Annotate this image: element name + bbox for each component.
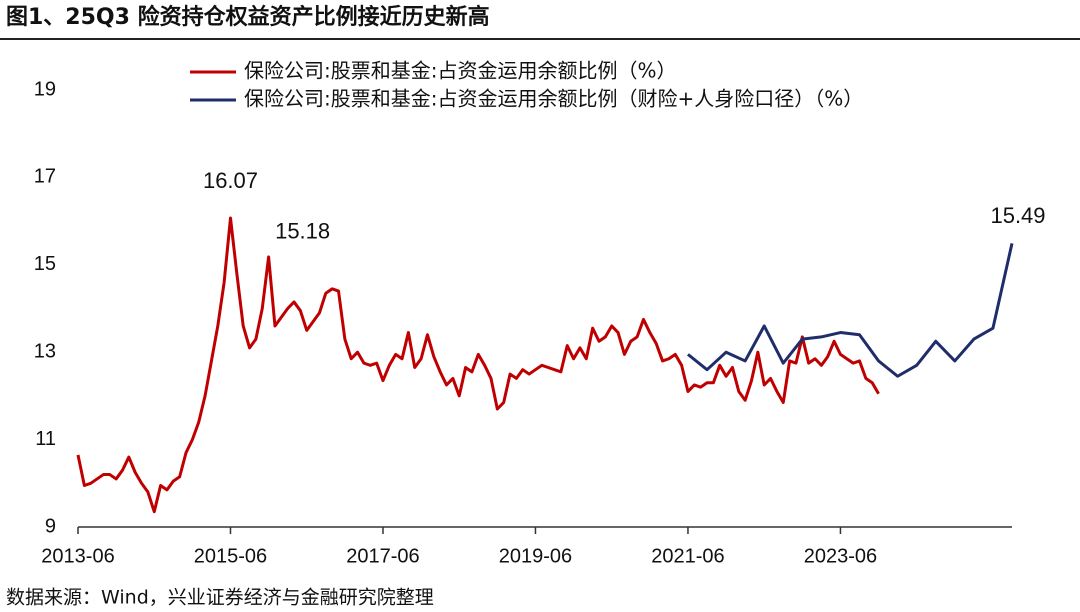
data-label: 15.49	[990, 203, 1045, 228]
chart-title: 图1、25Q3 险资持仓权益资产比例接近历史新高	[6, 4, 490, 30]
legend-label: 保险公司:股票和基金:占资金运用余额比例（%）	[244, 59, 676, 83]
y-tick-label: 19	[34, 78, 56, 100]
x-tick-label: 2019-06	[499, 545, 572, 567]
y-tick-label: 9	[45, 515, 56, 537]
series-line	[76, 216, 880, 514]
legend-label: 保险公司:股票和基金:占资金运用余额比例（财险+人身险口径）（%）	[244, 87, 863, 111]
x-tick-label: 2021-06	[651, 545, 724, 567]
x-tick-label: 2013-06	[41, 545, 114, 567]
data-label: 15.18	[275, 219, 330, 244]
y-tick-label: 17	[34, 166, 56, 188]
y-tick-label: 13	[34, 340, 56, 362]
x-tick-label: 2015-06	[194, 545, 267, 567]
source-note: 数据来源：Wind，兴业证券经济与金融研究院整理	[6, 587, 434, 609]
y-tick-label: 15	[34, 253, 56, 275]
x-tick-label: 2017-06	[346, 545, 419, 567]
data-label: 16.07	[203, 168, 258, 193]
y-tick-label: 11	[35, 428, 56, 450]
x-tick-label: 2023-06	[804, 545, 877, 567]
series-line	[687, 243, 1014, 378]
